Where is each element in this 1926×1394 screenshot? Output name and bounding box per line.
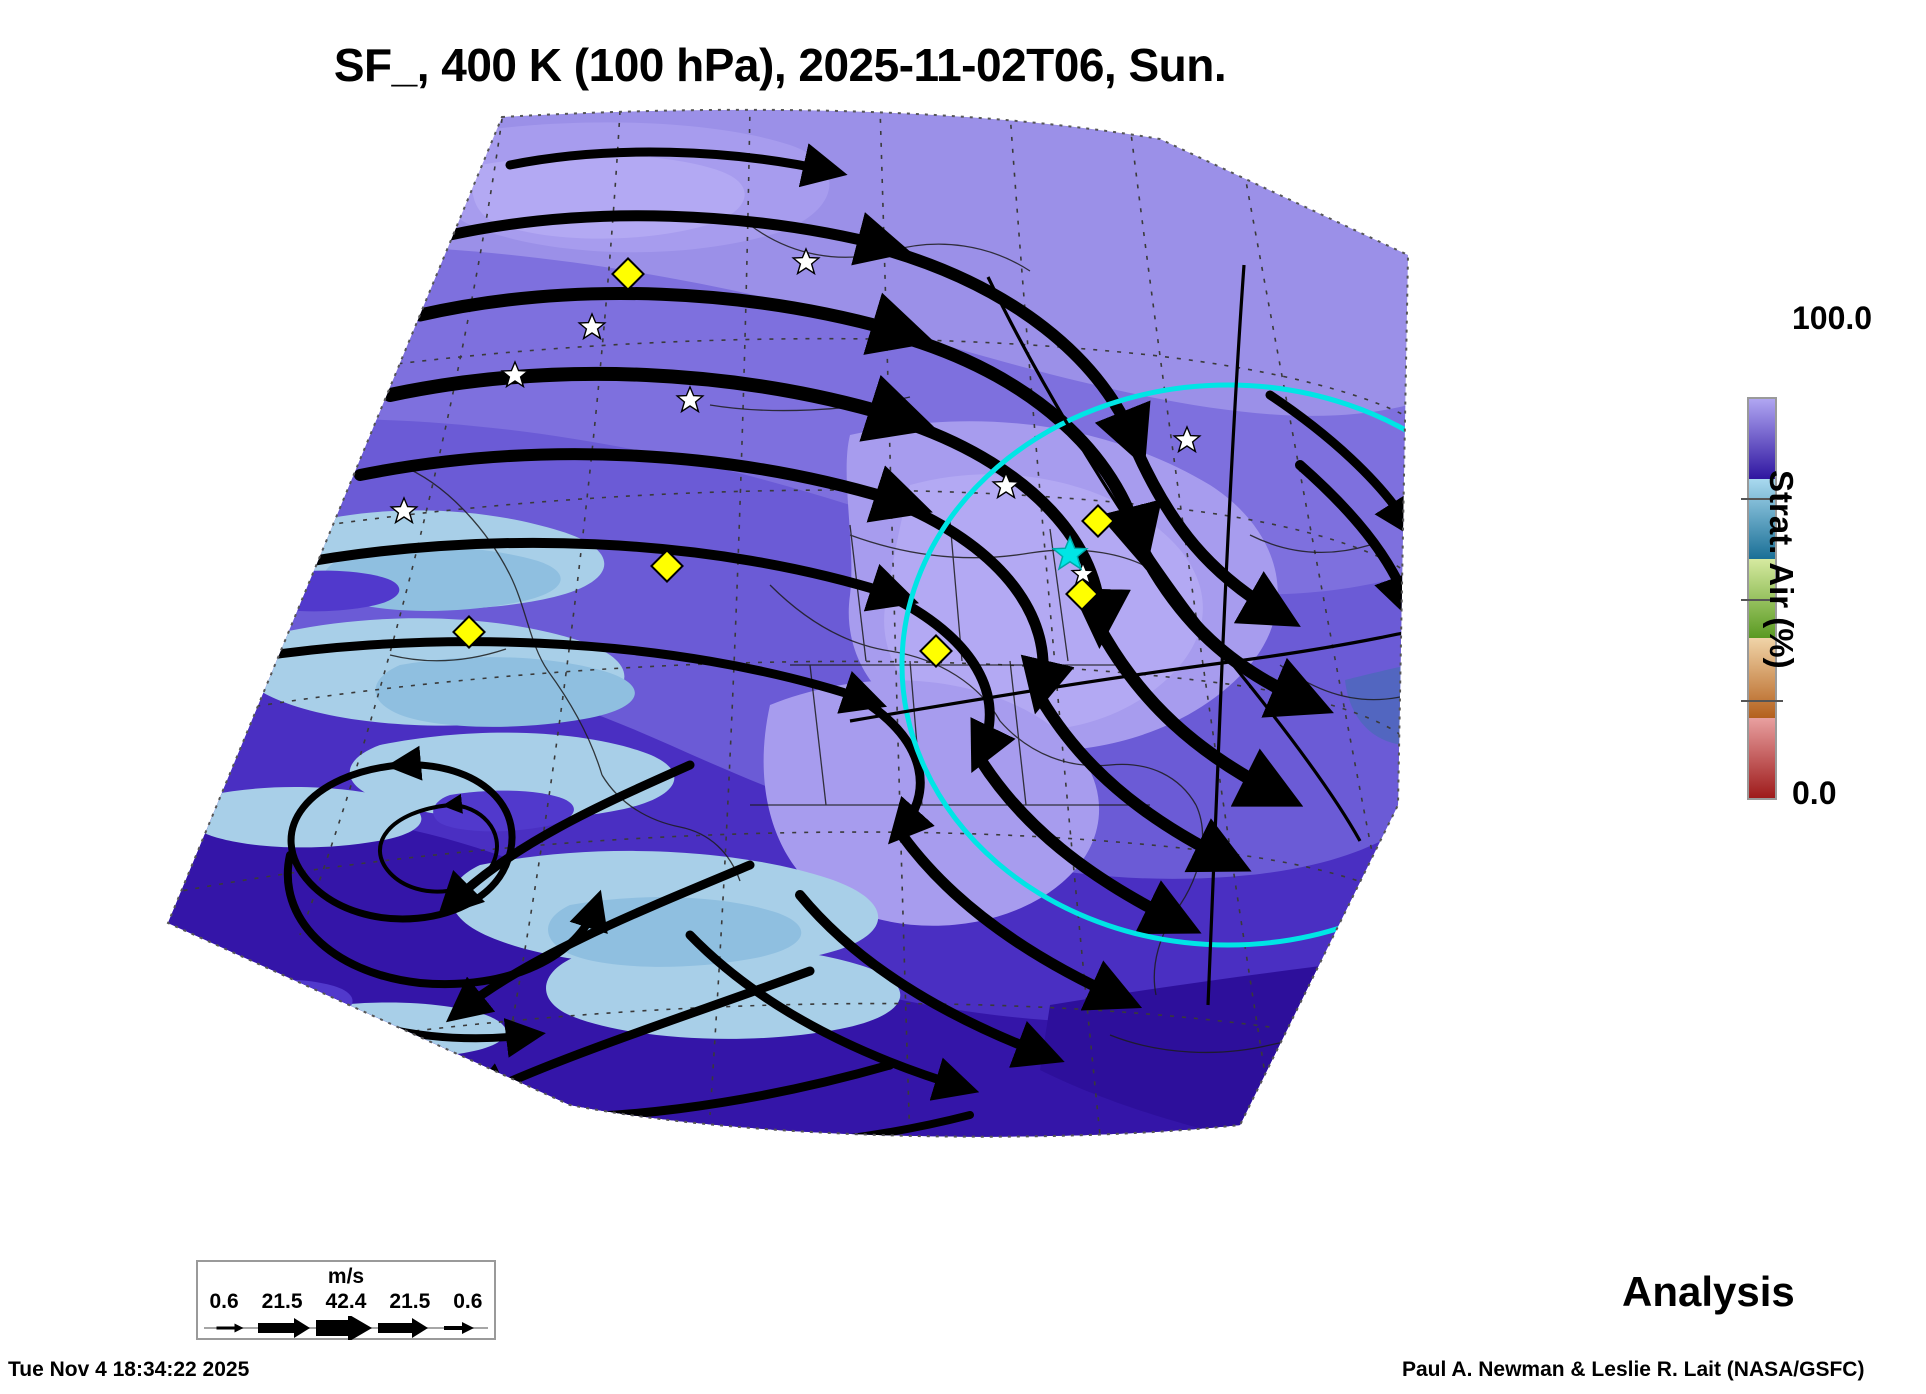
marker-layer[interactable]: [389, 247, 1202, 668]
map-panel[interactable]: [150, 105, 1570, 1295]
station-star-marker[interactable]: [1051, 535, 1089, 571]
star-marker-group: [389, 247, 1202, 586]
range-ring: [899, 382, 1408, 948]
diamond-marker[interactable]: [919, 634, 953, 668]
contour-field: [168, 109, 1408, 1137]
diamond-marker[interactable]: [611, 257, 645, 291]
star-marker[interactable]: [1172, 425, 1202, 454]
author-credit: Paul A. Newman & Leslie R. Lait (NASA/GS…: [1402, 1358, 1865, 1381]
colorbar-segment-purple: [1749, 399, 1775, 479]
colorbar-tick: [1741, 498, 1783, 500]
diamond-marker-group: [452, 257, 1115, 668]
wind-legend-arrows: [204, 1316, 488, 1340]
diamond-marker[interactable]: [650, 549, 684, 583]
wind-streamlines: [205, 143, 1408, 1137]
wind-legend-values: 0.6 21.5 42.4 21.5 0.6: [198, 1290, 494, 1314]
diamond-marker[interactable]: [1065, 577, 1099, 611]
star-marker[interactable]: [389, 496, 419, 525]
colorbar[interactable]: [1747, 397, 1777, 800]
colorbar-segment-brown: [1749, 638, 1775, 719]
wind-legend-value: 21.5: [389, 1290, 431, 1313]
colorbar-segment-green: [1749, 558, 1775, 639]
colorbar-tick: [1741, 599, 1783, 601]
colorbar-tick: [1741, 700, 1783, 702]
colorbar-axis-label: Strat. Air (%): [1763, 470, 1800, 669]
map-svg[interactable]: [150, 105, 1570, 1295]
map-boundary: [166, 108, 1410, 1138]
wind-speed-legend: m/s 0.6 21.5 42.4 21.5 0.6: [196, 1260, 496, 1340]
render-timestamp: Tue Nov 4 18:34:22 2025: [8, 1358, 250, 1381]
page-title: SF_, 400 K (100 hPa), 2025-11-02T06, Sun…: [333, 39, 1227, 91]
star-marker[interactable]: [991, 471, 1021, 500]
wind-legend-value: 21.5: [261, 1290, 303, 1313]
star-marker[interactable]: [675, 385, 705, 414]
diamond-marker[interactable]: [1081, 504, 1115, 538]
star-marker[interactable]: [577, 312, 607, 341]
analysis-label: Analysis: [1622, 1268, 1795, 1315]
star-marker[interactable]: [500, 360, 530, 389]
wind-legend-value: 42.4: [325, 1290, 367, 1313]
wind-legend-unit: m/s: [327, 1265, 365, 1288]
diamond-marker[interactable]: [452, 615, 486, 649]
colorbar-max-label: 100.0: [1792, 300, 1873, 336]
wind-legend-value: 0.6: [209, 1290, 239, 1313]
star-marker[interactable]: [791, 247, 821, 276]
colorbar-segment-red: [1749, 718, 1775, 798]
colorbar-min-label: 0.0: [1792, 775, 1837, 811]
star-marker[interactable]: [1070, 561, 1096, 586]
wind-legend-value: 0.6: [453, 1290, 483, 1313]
radial-track-lines: [849, 264, 1408, 1006]
colorbar-segment-blue: [1749, 478, 1775, 559]
